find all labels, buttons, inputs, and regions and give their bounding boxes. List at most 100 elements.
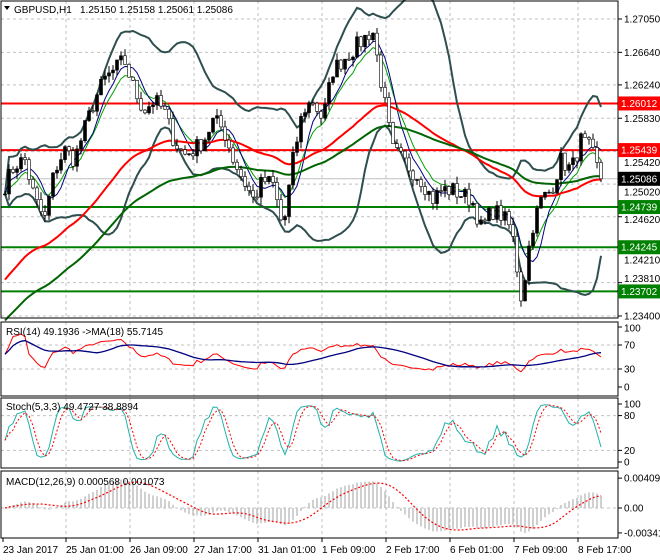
y-tick-label: 1.24620 xyxy=(624,215,660,226)
candle-body xyxy=(95,94,99,112)
candle-body xyxy=(559,152,563,180)
y-tick-label: 30 xyxy=(624,365,636,376)
y-tick-label: 1.24210 xyxy=(624,256,660,267)
candle-body xyxy=(375,32,379,56)
candle-body xyxy=(295,141,299,153)
price-indicators xyxy=(4,0,602,322)
candle-body xyxy=(7,168,11,195)
candle-body xyxy=(79,140,83,150)
support-level-tag xyxy=(618,284,660,299)
stoch-main-line xyxy=(4,404,602,462)
candle-body xyxy=(19,157,23,170)
candle-body xyxy=(103,75,107,80)
candle-body xyxy=(527,245,531,281)
candle-body xyxy=(259,176,263,198)
candle-body xyxy=(247,185,251,191)
candle-body xyxy=(283,216,287,221)
candle-body xyxy=(535,207,539,234)
y-tick-label: 0.00409 xyxy=(624,474,660,485)
resistance-level-label: 1.26012 xyxy=(621,99,658,110)
candle-body xyxy=(591,138,595,148)
candle-body xyxy=(579,133,583,162)
candle-body xyxy=(255,196,259,199)
candle-body xyxy=(11,168,15,173)
x-tick-label: 23 Jan 2017 xyxy=(3,545,58,556)
candle-body xyxy=(91,110,95,113)
candles xyxy=(3,27,603,307)
pane-frame xyxy=(0,321,619,397)
candle-body xyxy=(435,190,439,204)
ohlc-values: 1.25150 1.25158 1.25061 1.25086 xyxy=(80,5,233,16)
candle-body xyxy=(551,191,555,194)
candle-body xyxy=(455,183,459,198)
candle-body xyxy=(99,78,103,96)
candle-body xyxy=(143,109,147,114)
candle-body xyxy=(387,97,391,123)
candle-body xyxy=(167,108,171,120)
x-tick-label: 31 Jan 01:00 xyxy=(258,545,316,556)
candle-body xyxy=(319,111,323,119)
rsi-ma-line xyxy=(4,339,602,368)
candle-body xyxy=(127,64,131,78)
candle-body xyxy=(503,211,507,221)
stoch-label: Stoch(5,3,3) 49.4727 38.8894 xyxy=(6,402,139,413)
candle-body xyxy=(307,102,311,113)
x-tick-label: 26 Jan 09:00 xyxy=(130,545,188,556)
y-tick-label: 100 xyxy=(624,400,641,411)
candle-body xyxy=(451,183,455,195)
candle-body xyxy=(47,195,51,216)
grid xyxy=(1,1,618,538)
candle-body xyxy=(39,199,43,212)
candle-body xyxy=(195,139,199,157)
candle-body xyxy=(567,164,571,171)
candle-body xyxy=(211,117,215,133)
y-tick-label: 0 xyxy=(624,383,630,394)
macd-signal-line xyxy=(4,481,602,531)
candle-body xyxy=(471,202,475,206)
candle-body xyxy=(271,176,275,183)
candle-body xyxy=(87,110,91,121)
candle-body xyxy=(67,146,71,152)
y-tick-label: 1.23400 xyxy=(624,312,660,323)
candle-body xyxy=(115,59,119,71)
candle-body xyxy=(55,169,59,174)
y-tick-label: 0.00 xyxy=(624,504,644,515)
candle-body xyxy=(135,80,139,99)
macd-label: MACD(12,26,9) 0.000568 0.001073 xyxy=(6,477,165,488)
candle-body xyxy=(391,122,395,144)
ma-fast xyxy=(4,104,601,281)
candle-body xyxy=(207,131,211,141)
candle-body xyxy=(331,76,335,83)
candle-body xyxy=(555,179,559,194)
y-tick-label: 0 xyxy=(624,458,630,469)
candle-body xyxy=(511,224,515,237)
candle-body xyxy=(43,211,47,216)
candle-body xyxy=(339,59,343,70)
pane-frame xyxy=(0,0,619,319)
x-tick-label: 25 Jan 01:00 xyxy=(66,545,124,556)
y-tick-label: 1.26240 xyxy=(624,80,660,91)
candle-body xyxy=(163,105,167,110)
candle-body xyxy=(159,95,163,107)
candle-body xyxy=(351,56,355,61)
candle-body xyxy=(239,169,243,177)
y-tick-label: 20 xyxy=(624,446,636,457)
candle-body xyxy=(507,211,511,226)
y-tick-label: 1.26640 xyxy=(624,48,660,59)
y-tick-label: 80 xyxy=(624,411,636,422)
dropdown-arrow-icon[interactable] xyxy=(4,6,10,10)
candle-body xyxy=(323,103,327,119)
candle-body xyxy=(335,59,339,78)
candle-body xyxy=(479,219,483,225)
candle-body xyxy=(27,159,31,180)
candle-body xyxy=(419,179,423,187)
candle-body xyxy=(235,161,239,170)
candle-body xyxy=(151,104,155,107)
candle-body xyxy=(251,190,255,198)
bollinger-upper xyxy=(4,0,602,195)
candle-body xyxy=(199,139,203,152)
ma-slow xyxy=(4,124,602,322)
candle-body xyxy=(379,54,383,88)
rsi-label: RSI(14) 49.1936 ->MA(18) 55.7145 xyxy=(6,327,163,338)
